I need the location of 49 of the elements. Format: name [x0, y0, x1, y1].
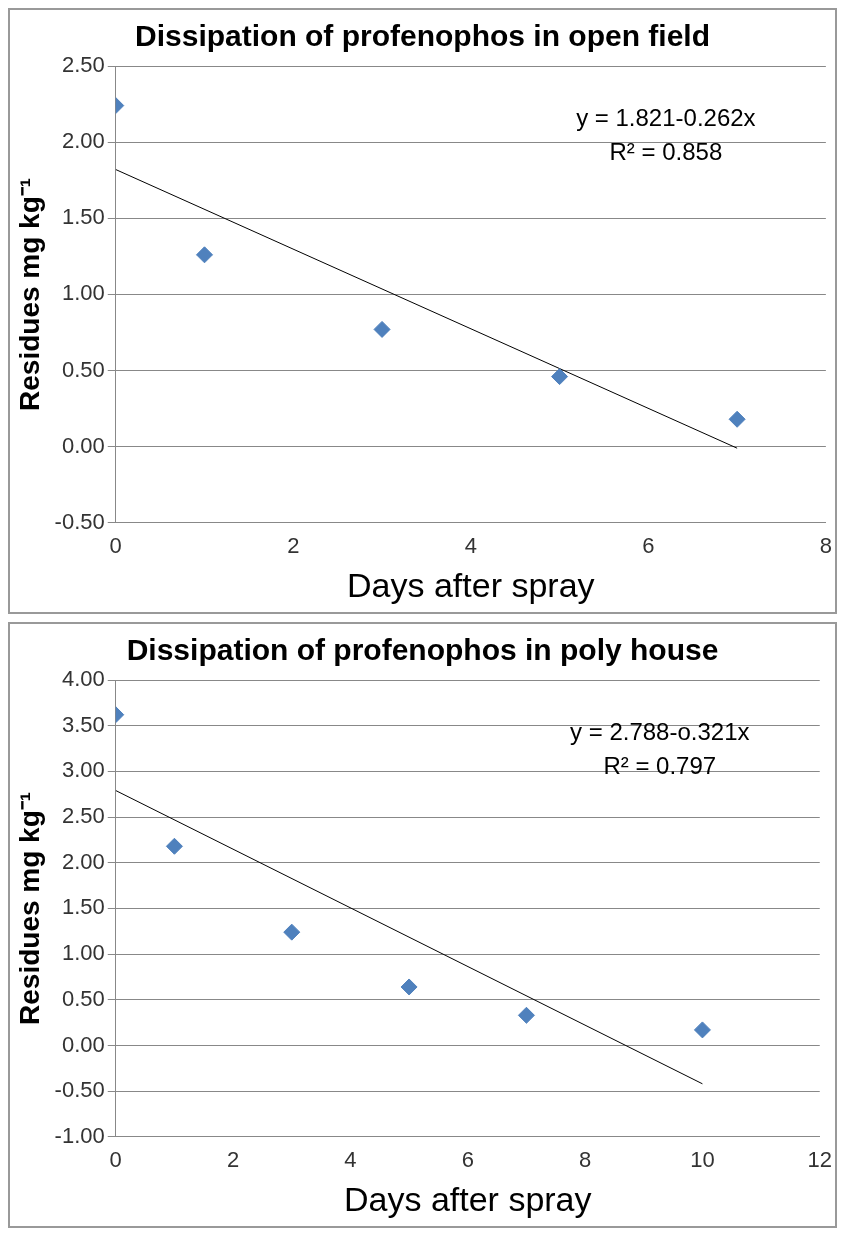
y-tick-label: 0.50 [61, 985, 105, 1011]
y-tick-label: 2.50 [61, 803, 105, 829]
y-tick-label: 1.00 [61, 940, 105, 966]
x-axis-title: Days after spray [343, 1179, 592, 1218]
x-axis-title: Days after spray [347, 565, 595, 604]
point [196, 246, 214, 264]
point [693, 1021, 711, 1039]
y-tick-label: 1.00 [61, 280, 105, 306]
x-tick-label: 0 [109, 533, 122, 559]
y-tick-label: 0.00 [61, 1031, 105, 1057]
x-tick-label: 0 [109, 1147, 122, 1173]
x-tick-label: 2 [226, 1147, 240, 1173]
y-axis-title: Residues mg kg⁻¹ [13, 177, 45, 411]
y-tick-label: 2.50 [61, 52, 105, 78]
chart-title: Dissipation of profenophos in poly house [126, 633, 719, 667]
y-tick-label: 3.50 [61, 711, 105, 737]
y-tick-label: 1.50 [61, 204, 105, 230]
annotation: y = 2.788-o.321x [570, 718, 750, 745]
point [728, 410, 746, 428]
y-tick-label: 2.00 [61, 128, 105, 154]
y-tick-label: -1.00 [54, 1122, 105, 1148]
y-tick-label: 4.00 [61, 666, 105, 692]
point [517, 1006, 535, 1024]
point [551, 368, 569, 386]
y-tick-label: 0.00 [61, 432, 105, 458]
x-tick-label: 2 [287, 533, 300, 559]
annotation: R² = 0.858 [609, 138, 723, 165]
y-tick-label: 0.50 [61, 356, 105, 382]
x-tick-label: 4 [344, 1147, 357, 1173]
x-tick-label: 4 [464, 533, 477, 559]
y-tick-label: 3.00 [61, 757, 105, 783]
x-tick-label: 12 [807, 1147, 833, 1173]
point [373, 320, 391, 338]
y-tick-label: -0.50 [54, 1077, 105, 1103]
x-tick-label: 8 [578, 1147, 592, 1173]
point [283, 923, 301, 941]
chart-title: Dissipation of profenophos in open field [135, 19, 710, 53]
x-tick-label: 6 [461, 1147, 474, 1173]
y-tick-label: 1.50 [61, 894, 105, 920]
point [400, 978, 418, 996]
annotation: R² = 0.797 [603, 752, 717, 779]
y-tick-label: 2.00 [61, 848, 105, 874]
x-tick-label: 10 [690, 1147, 715, 1173]
y-tick-label: -0.50 [54, 508, 105, 534]
annotation: y = 1.821-0.262x [576, 104, 756, 131]
x-tick-label: 6 [642, 533, 655, 559]
x-tick-label: 8 [819, 533, 833, 559]
point [165, 837, 183, 855]
y-axis-title: Residues mg kg⁻¹ [13, 791, 45, 1025]
